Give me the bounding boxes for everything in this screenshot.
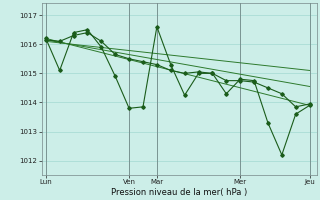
- X-axis label: Pression niveau de la mer( hPa ): Pression niveau de la mer( hPa ): [111, 188, 247, 197]
